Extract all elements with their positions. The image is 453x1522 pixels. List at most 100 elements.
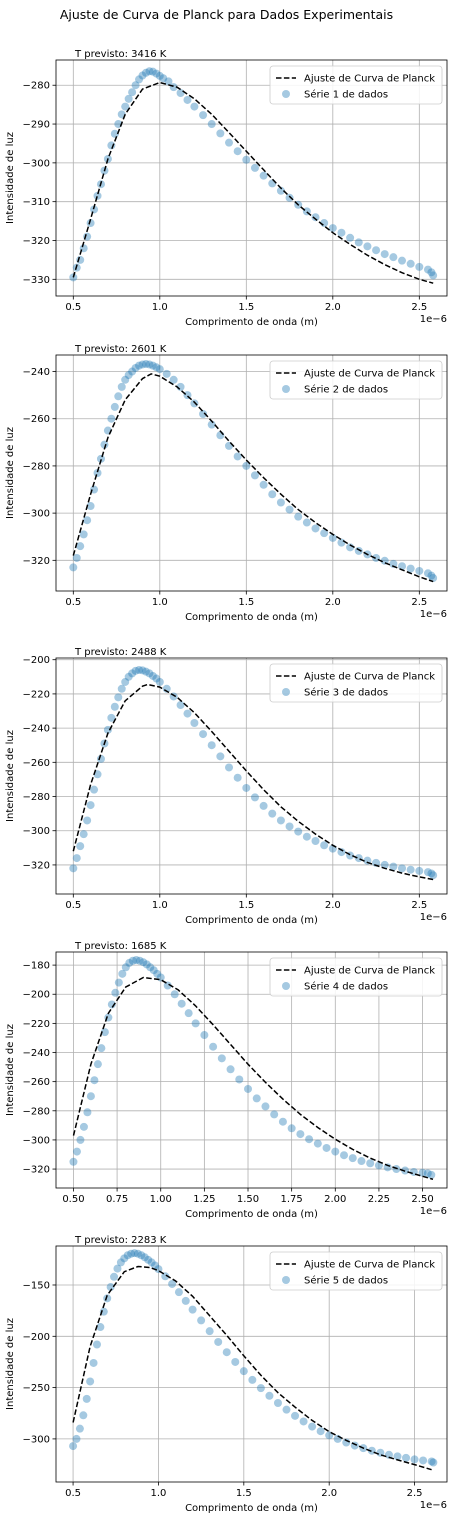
x-offset-label: 1e−6 bbox=[420, 609, 447, 620]
data-point bbox=[419, 1456, 428, 1465]
data-point bbox=[125, 958, 134, 967]
data-point bbox=[69, 1442, 78, 1451]
data-point bbox=[145, 67, 154, 76]
data-point bbox=[316, 1427, 325, 1436]
data-point bbox=[402, 1453, 411, 1462]
data-point bbox=[118, 969, 127, 978]
data-point bbox=[429, 1458, 438, 1467]
x-axis-label: Comprimento de onda (m) bbox=[185, 1209, 318, 1220]
data-point bbox=[151, 1261, 160, 1270]
data-point bbox=[282, 1405, 291, 1414]
data-point bbox=[79, 830, 88, 839]
data-point bbox=[233, 452, 242, 461]
fit-curve-line bbox=[72, 373, 434, 583]
data-point bbox=[311, 213, 320, 222]
data-point bbox=[107, 1000, 116, 1009]
data-point bbox=[427, 1170, 436, 1179]
axes-frame bbox=[55, 354, 448, 592]
y-tick-label: −200 bbox=[23, 655, 50, 666]
data-point bbox=[103, 725, 112, 734]
data-point bbox=[76, 255, 85, 264]
axes-frame bbox=[55, 657, 448, 895]
x-offset-label: 1e−6 bbox=[420, 1206, 447, 1217]
data-point bbox=[153, 969, 162, 978]
data-point bbox=[418, 1168, 427, 1177]
legend-data-swatch bbox=[282, 90, 290, 98]
data-point bbox=[384, 1450, 393, 1459]
data-point bbox=[130, 1249, 139, 1258]
chart-panel-4: 0.50 0.75 1.00 1.25 1.50 1.75 2.00 2.25 2.50 −320… bbox=[5, 941, 448, 1220]
data-point bbox=[273, 1398, 282, 1407]
data-point bbox=[155, 365, 164, 374]
y-tick-label: −290 bbox=[23, 120, 50, 131]
x-tick-label: 1.0 bbox=[152, 597, 168, 608]
data-point bbox=[177, 999, 186, 1008]
plot-area bbox=[69, 359, 438, 583]
data-point bbox=[337, 848, 346, 857]
legend-box bbox=[269, 1251, 443, 1291]
data-point bbox=[209, 1042, 218, 1051]
data-point bbox=[268, 179, 277, 188]
data-point bbox=[124, 94, 133, 103]
data-point bbox=[393, 1452, 402, 1461]
data-point bbox=[69, 1157, 78, 1166]
data-point bbox=[79, 1411, 88, 1420]
data-point bbox=[162, 369, 171, 378]
data-point bbox=[110, 1272, 119, 1281]
data-point bbox=[429, 871, 438, 880]
data-point bbox=[252, 1094, 261, 1103]
predicted-temperature-label: T previsto: 2488 K bbox=[74, 647, 167, 658]
data-point bbox=[128, 956, 137, 965]
data-point bbox=[242, 155, 251, 164]
legend-data-swatch bbox=[282, 1276, 290, 1284]
data-point bbox=[123, 1251, 132, 1260]
data-point bbox=[207, 741, 216, 750]
legend-data-swatch bbox=[282, 982, 290, 990]
y-tick-label: −320 bbox=[23, 556, 50, 567]
x-tick-label: 0.5 bbox=[65, 1488, 81, 1499]
chart-panel-3: 0.5 1.0 1.5 2.0 2.5 −320 −300 −280 −260 −240 −220 −… bbox=[5, 647, 448, 926]
data-point bbox=[398, 256, 407, 265]
x-tick-label: 1.5 bbox=[236, 1488, 252, 1499]
data-point bbox=[86, 1377, 95, 1386]
x-tick-label: 2.5 bbox=[411, 900, 427, 911]
data-point bbox=[372, 246, 381, 255]
data-point bbox=[86, 502, 95, 511]
data-point bbox=[72, 854, 81, 863]
data-point bbox=[226, 1065, 235, 1074]
data-point bbox=[152, 363, 161, 372]
data-point bbox=[216, 129, 225, 138]
data-point bbox=[190, 102, 199, 111]
data-point bbox=[197, 1316, 206, 1325]
data-point bbox=[176, 701, 185, 710]
data-point bbox=[69, 864, 78, 873]
data-point bbox=[117, 382, 126, 391]
x-tick-label: 2.0 bbox=[321, 1488, 337, 1499]
y-tick-label: −180 bbox=[23, 961, 50, 972]
data-point bbox=[135, 665, 144, 674]
predicted-temperature-label: T previsto: 3416 K bbox=[74, 49, 167, 60]
y-axis-label: Intensidade de luz bbox=[5, 1024, 16, 1116]
data-point bbox=[216, 752, 225, 761]
data-point bbox=[337, 538, 346, 547]
data-point bbox=[152, 69, 161, 78]
data-point bbox=[128, 88, 137, 97]
data-point bbox=[79, 1122, 88, 1131]
x-tick-label: 1.5 bbox=[238, 900, 254, 911]
data-point bbox=[174, 1288, 183, 1297]
data-point bbox=[311, 836, 320, 845]
data-point bbox=[121, 677, 130, 686]
data-point bbox=[328, 224, 337, 233]
data-point bbox=[90, 1076, 99, 1085]
data-point bbox=[427, 869, 436, 878]
legend-data-label: Série 1 de dados bbox=[304, 89, 388, 101]
x-axis-label: Comprimento de onda (m) bbox=[185, 1503, 318, 1514]
data-point bbox=[259, 480, 268, 489]
legend: Ajuste de Curva de Planck Série 4 de dado… bbox=[269, 957, 443, 997]
data-point bbox=[183, 709, 192, 718]
legend: Ajuste de Curva de Planck Série 5 de dado… bbox=[269, 1251, 443, 1291]
data-point bbox=[427, 571, 436, 580]
data-point bbox=[131, 363, 140, 372]
data-point bbox=[100, 440, 109, 449]
y-tick-label: −300 bbox=[23, 1135, 50, 1146]
